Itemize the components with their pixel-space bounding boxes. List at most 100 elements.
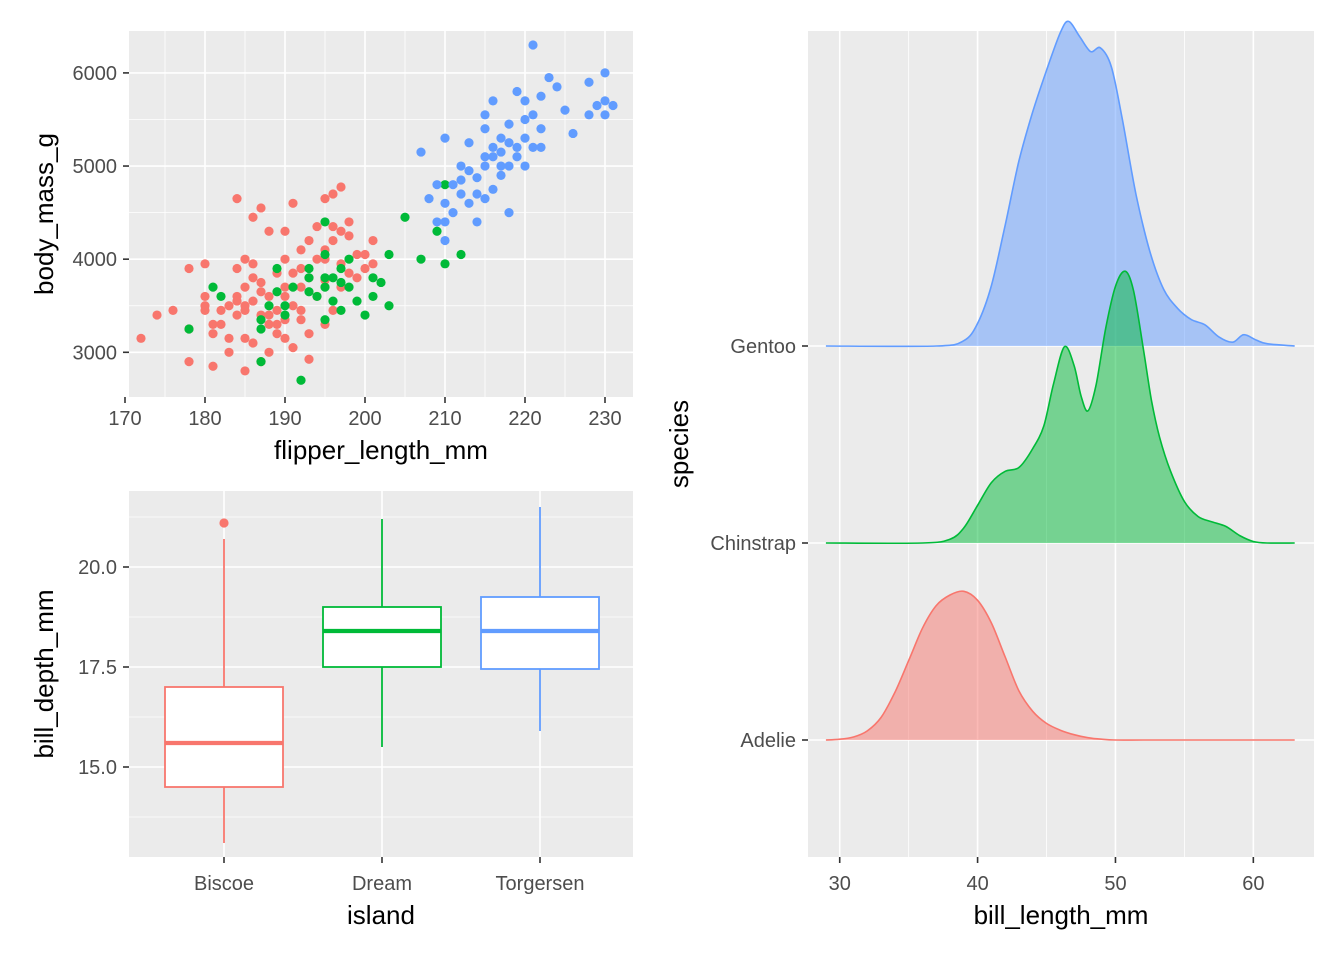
scatter-point-gentoo (416, 147, 426, 157)
scatter-point-gentoo (520, 96, 530, 106)
scatter-point-gentoo (536, 91, 546, 101)
scatter-point-gentoo (528, 142, 538, 153)
scatter-point-chinstrap (216, 291, 226, 302)
scatter-point-gentoo (512, 142, 522, 153)
scatter-point-gentoo (600, 96, 610, 106)
scatter-point-gentoo (432, 217, 442, 227)
scatter-x-axis-title: flipper_length_mm (274, 435, 488, 465)
scatter-point-gentoo (584, 110, 594, 120)
scatter-point-adelie (352, 249, 362, 260)
scatter-point-adelie (304, 354, 314, 364)
scatter-point-gentoo (600, 68, 610, 78)
scatter-point-adelie (248, 338, 258, 348)
scatter-point-adelie (216, 305, 226, 315)
scatter-point-adelie (312, 221, 322, 232)
ridgeline-densities (825, 20, 1295, 741)
scatter-point-adelie (248, 296, 258, 306)
scatter-point-gentoo (472, 217, 482, 227)
scatter-point-chinstrap (320, 249, 330, 260)
scatter-point-gentoo (608, 100, 618, 111)
scatter-point-gentoo (544, 72, 554, 83)
scatter-point-adelie (296, 245, 306, 255)
scatter-point-adelie (280, 291, 290, 302)
scatter-point-adelie (256, 277, 266, 288)
scatter-point-gentoo (488, 142, 498, 153)
scatter-point-gentoo (528, 110, 538, 120)
scatter-point-chinstrap (400, 212, 410, 222)
scatter-point-adelie (280, 333, 290, 343)
scatter-point-chinstrap (320, 282, 330, 292)
scatter-point-adelie (328, 189, 338, 199)
scatter-point-gentoo (504, 208, 514, 218)
box-dream (322, 606, 442, 668)
scatter-point-gentoo (488, 96, 498, 106)
scatter-point-adelie (224, 301, 234, 311)
scatter-point-chinstrap (288, 282, 298, 292)
scatter-points (136, 40, 618, 385)
scatter-point-adelie (352, 273, 362, 283)
density-area-gentoo (825, 21, 1295, 347)
density-line-gentoo (825, 20, 1295, 348)
scatter-point-gentoo (480, 152, 490, 162)
scatter-point-chinstrap (208, 282, 218, 292)
scatter-point-adelie (184, 263, 194, 274)
scatter-point-chinstrap (416, 254, 426, 264)
scatter-point-adelie (200, 291, 210, 302)
scatter-point-gentoo (440, 133, 450, 143)
scatter-point-adelie (224, 347, 234, 357)
scatter-point-adelie (312, 254, 322, 264)
scatter-point-chinstrap (456, 249, 466, 260)
scatter-point-adelie (256, 203, 266, 213)
scatter-x-tick-label: 210 (428, 408, 461, 430)
scatter-x-tick-label: 190 (268, 408, 301, 430)
density-area-chinstrap (825, 271, 1295, 544)
scatter-point-chinstrap (360, 310, 370, 320)
scatter-point-gentoo (440, 235, 450, 246)
scatter-point-chinstrap (320, 273, 330, 283)
boxplot-axes: Biscoe Dream Torgersen 15.0 17.5 20.0 (78, 557, 584, 895)
scatter-point-gentoo (520, 161, 530, 171)
scatter-point-adelie (296, 263, 306, 274)
scatter-point-adelie (264, 291, 274, 302)
scatter-point-adelie (224, 333, 234, 343)
scatter-x-tick-label: 170 (108, 408, 141, 430)
boxplot-x-tick-label: Torgersen (496, 873, 585, 895)
scatter-point-adelie (208, 361, 218, 371)
scatter-x-tick-label: 200 (348, 408, 381, 430)
scatter-point-gentoo (504, 119, 514, 129)
scatter-point-gentoo (520, 114, 530, 125)
scatter-point-adelie (328, 305, 338, 315)
scatter-point-chinstrap (304, 263, 314, 274)
scatter-point-gentoo (496, 147, 506, 157)
scatter-point-gentoo (456, 189, 466, 199)
scatter-x-tick-label: 220 (508, 408, 541, 430)
scatter-point-adelie (248, 212, 258, 222)
scatter-point-adelie (272, 329, 282, 339)
scatter-point-adelie (296, 305, 306, 315)
scatter-point-chinstrap (320, 217, 330, 227)
scatter-point-adelie (240, 305, 250, 315)
scatter-point-gentoo (448, 208, 458, 218)
scatter-point-adelie (368, 259, 378, 269)
scatter-point-chinstrap (256, 315, 266, 325)
scatter-y-tick-label: 6000 (73, 63, 118, 85)
scatter-point-adelie (200, 305, 210, 315)
scatter-point-gentoo (464, 198, 474, 208)
scatter-point-adelie (344, 268, 354, 278)
scatter-point-adelie (288, 268, 298, 278)
scatter-point-chinstrap (280, 301, 290, 311)
density-area-adelie (825, 591, 1295, 741)
scatter-point-adelie (200, 259, 210, 269)
scatter-point-adelie (296, 282, 306, 292)
scatter-point-adelie (288, 198, 298, 208)
scatter-point-gentoo (552, 82, 562, 92)
boxplot-y-tick-label: 17.5 (78, 657, 117, 679)
scatter-point-adelie (328, 235, 338, 246)
scatter-point-adelie (360, 249, 370, 260)
scatter-point-adelie (136, 333, 146, 343)
box-biscoe (164, 686, 284, 788)
scatter-point-adelie (296, 315, 306, 325)
scatter-point-chinstrap (368, 273, 378, 283)
scatter-point-adelie (232, 194, 242, 204)
